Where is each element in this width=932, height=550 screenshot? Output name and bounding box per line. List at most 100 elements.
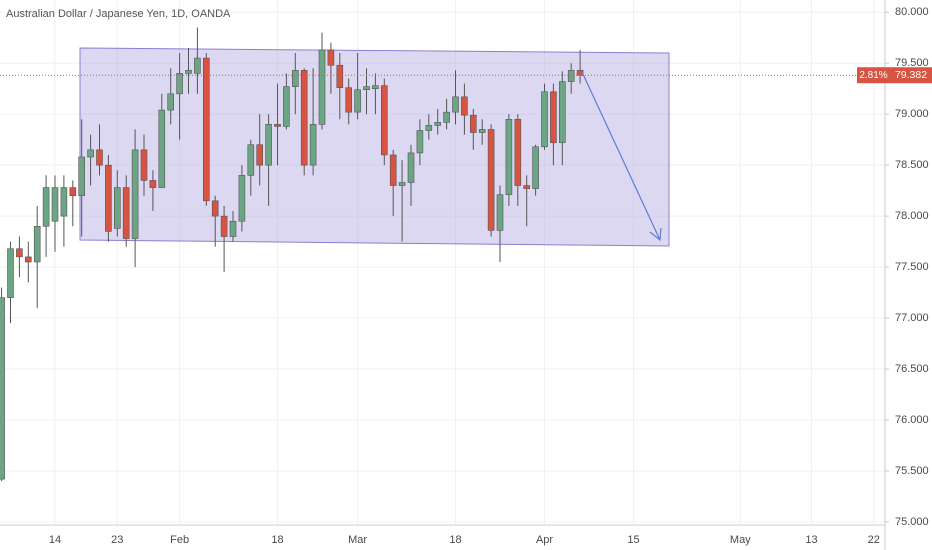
candle-body <box>42 187 50 227</box>
candle-body <box>274 124 281 127</box>
y-tick-label: 78.500 <box>895 159 929 171</box>
candle-body <box>122 187 130 239</box>
candles <box>0 27 584 482</box>
candle-body <box>176 73 183 95</box>
candle-body <box>345 87 353 113</box>
y-tick-label: 76.000 <box>895 414 929 426</box>
candle-body <box>211 200 219 217</box>
y-tick-label: 77.500 <box>895 261 929 273</box>
candle-body <box>291 70 299 87</box>
candle-body <box>87 149 94 158</box>
candle-body <box>256 144 264 166</box>
candle-body <box>60 187 68 217</box>
candle-body <box>389 154 397 186</box>
candle-body <box>407 152 415 183</box>
candle-body <box>478 129 486 133</box>
candle-body <box>576 70 584 76</box>
candle-body <box>238 175 246 222</box>
candle-body <box>247 144 255 176</box>
candle-body <box>194 57 201 74</box>
candle-body <box>487 129 495 231</box>
candle-body <box>51 187 59 222</box>
candle-body <box>558 81 566 144</box>
candle-body <box>416 130 424 154</box>
y-tick-label: 76.500 <box>895 363 929 375</box>
y-tick-label: 80.000 <box>895 6 929 18</box>
x-tick-label: May <box>730 534 751 546</box>
forecast-arrow <box>581 71 661 241</box>
candle-body <box>461 96 468 116</box>
last-price-label: 79.382 <box>895 69 927 81</box>
candle-body <box>550 91 557 144</box>
change-label: 2.81% <box>859 70 887 81</box>
chart-title: Australian Dollar / Japanese Yen, 1D, OA… <box>6 8 231 20</box>
y-tick-label: 75.000 <box>895 516 929 528</box>
candle-body <box>380 85 388 156</box>
candle-body <box>452 96 459 113</box>
y-tick-label: 78.000 <box>895 210 929 222</box>
candle-body <box>514 118 522 186</box>
candle-body <box>283 86 290 127</box>
candle-body <box>78 156 85 197</box>
candle-body <box>327 49 335 66</box>
x-tick-label: 18 <box>271 534 283 546</box>
candle-body <box>300 70 308 166</box>
y-tick-label: 79.500 <box>895 57 929 69</box>
price-badge <box>890 67 932 84</box>
candle-body <box>220 215 228 237</box>
x-tick-label: 14 <box>49 534 61 546</box>
y-tick-label: 79.000 <box>895 108 929 120</box>
candle-body <box>105 164 112 232</box>
candle-body <box>523 185 531 189</box>
candle-body <box>496 194 504 231</box>
x-tick-label: 23 <box>111 534 123 546</box>
candle-body <box>33 226 41 263</box>
candle-body <box>541 91 548 148</box>
candle-body <box>318 49 326 125</box>
candle-body <box>24 256 32 263</box>
y-tick-label: 77.000 <box>895 312 929 324</box>
candle-body <box>0 297 5 480</box>
y-tick-label: 75.500 <box>895 465 929 477</box>
candle-body <box>336 64 344 88</box>
x-tick-label: 18 <box>449 534 461 546</box>
candle-body <box>185 70 192 74</box>
channel-rectangle <box>79 47 670 247</box>
candle-body <box>434 122 442 126</box>
candle-body <box>140 149 148 181</box>
candle-body <box>203 57 210 202</box>
candle-body <box>309 124 317 166</box>
candle-body <box>532 146 539 189</box>
arrow-head <box>649 227 662 242</box>
x-tick-label: Apr <box>536 534 553 546</box>
change-badge <box>857 67 890 84</box>
candle-body <box>567 70 575 82</box>
grid <box>0 0 889 525</box>
candle-body <box>398 182 406 186</box>
candle-body <box>69 187 77 197</box>
x-tick-label: Mar <box>348 534 367 546</box>
candle-body <box>354 89 361 113</box>
x-tick-label: Feb <box>170 534 189 546</box>
candle-body <box>114 187 121 229</box>
candle-body <box>363 86 370 91</box>
candle-body <box>7 248 14 298</box>
candle-body <box>229 220 237 237</box>
candle-body <box>131 149 139 239</box>
candle-body <box>158 109 166 188</box>
x-tick-label: 15 <box>627 534 639 546</box>
candle-body <box>443 111 450 123</box>
x-tick-label: 22 <box>868 534 880 546</box>
candle-body <box>167 93 174 111</box>
candle-body <box>372 85 379 89</box>
candle-body <box>149 180 157 188</box>
candle-body <box>96 149 103 166</box>
overlay: 75.000 75.500 76.000 76.500 77.000 77.500 78.0… <box>0 6 932 546</box>
x-tick-label: 13 <box>805 534 817 546</box>
candle-body <box>16 248 23 258</box>
candle-body <box>469 114 477 133</box>
candle-body <box>265 124 272 166</box>
candle-body <box>425 125 433 131</box>
